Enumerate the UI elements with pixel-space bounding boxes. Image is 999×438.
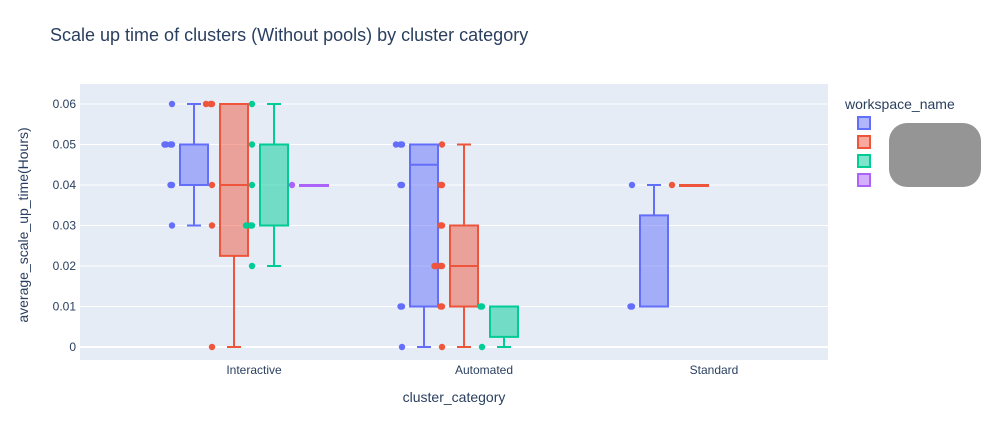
box-iqr bbox=[489, 305, 519, 338]
legend-swatch bbox=[857, 135, 871, 149]
y-tick-label: 0.04 bbox=[53, 178, 77, 192]
x-tick-label: Automated bbox=[455, 363, 513, 377]
data-point bbox=[168, 222, 176, 229]
y-tick-label: 0.03 bbox=[53, 219, 77, 233]
chart-title: Scale up time of clusters (Without pools… bbox=[50, 25, 528, 45]
x-axis-ticks: Interactive Automated Standard bbox=[226, 363, 738, 377]
data-point bbox=[207, 100, 214, 108]
y-axis-ticks: 0 0.01 0.02 0.03 0.04 0.05 0.06 bbox=[53, 97, 77, 354]
data-point bbox=[208, 222, 216, 229]
box-iqr bbox=[639, 214, 669, 308]
data-point bbox=[248, 181, 256, 189]
data-point bbox=[627, 303, 634, 310]
x-axis-title: cluster_category bbox=[403, 389, 506, 405]
data-point bbox=[208, 343, 216, 351]
box-iqr bbox=[219, 103, 249, 257]
data-point bbox=[242, 222, 250, 229]
y-tick-label: 0 bbox=[69, 340, 76, 354]
data-point bbox=[628, 181, 636, 189]
legend-swatch bbox=[857, 154, 871, 168]
box-group bbox=[179, 103, 209, 227]
box-group bbox=[299, 184, 329, 187]
data-point bbox=[437, 262, 444, 270]
data-point bbox=[288, 181, 296, 189]
y-axis-title: average_scale_up_time(Hours) bbox=[15, 127, 31, 322]
legend-swatch bbox=[857, 173, 871, 187]
data-point bbox=[248, 141, 256, 148]
data-point bbox=[437, 303, 444, 310]
y-tick-label: 0.02 bbox=[53, 259, 77, 273]
data-point bbox=[437, 222, 444, 229]
data-point bbox=[208, 181, 216, 189]
legend-swatch bbox=[857, 116, 871, 130]
data-point bbox=[397, 303, 404, 310]
box-iqr bbox=[409, 143, 439, 308]
data-point bbox=[167, 181, 174, 189]
data-point bbox=[397, 141, 404, 148]
data-point bbox=[161, 141, 168, 148]
data-point bbox=[168, 100, 176, 108]
data-point bbox=[478, 343, 486, 351]
y-tick-label: 0.01 bbox=[53, 300, 77, 314]
data-point bbox=[392, 141, 400, 148]
box-iqr bbox=[259, 143, 289, 227]
legend-redaction-block bbox=[889, 123, 981, 187]
data-points bbox=[161, 100, 676, 351]
data-point bbox=[248, 262, 256, 270]
box-group bbox=[679, 184, 709, 187]
data-point bbox=[477, 303, 484, 310]
box-group bbox=[449, 143, 479, 348]
box-group bbox=[219, 103, 249, 348]
data-point bbox=[248, 100, 256, 108]
data-point bbox=[438, 141, 446, 148]
data-point bbox=[438, 343, 446, 351]
box-group bbox=[259, 103, 289, 267]
data-point bbox=[247, 222, 254, 229]
x-tick-label: Standard bbox=[690, 363, 739, 377]
y-tick-label: 0.06 bbox=[53, 97, 77, 111]
box-group bbox=[489, 305, 519, 348]
data-point bbox=[431, 262, 438, 270]
data-point bbox=[397, 181, 404, 189]
box-group bbox=[639, 184, 669, 308]
data-point bbox=[202, 100, 210, 108]
y-tick-label: 0.05 bbox=[53, 138, 77, 152]
data-point bbox=[398, 343, 406, 351]
plot-area bbox=[80, 84, 828, 360]
box-iqr bbox=[179, 143, 209, 186]
data-point bbox=[668, 181, 676, 189]
data-point bbox=[437, 181, 444, 189]
data-point bbox=[167, 141, 174, 148]
x-tick-label: Interactive bbox=[226, 363, 282, 377]
legend-title: workspace_name bbox=[844, 96, 955, 112]
legend[interactable] bbox=[857, 116, 871, 187]
